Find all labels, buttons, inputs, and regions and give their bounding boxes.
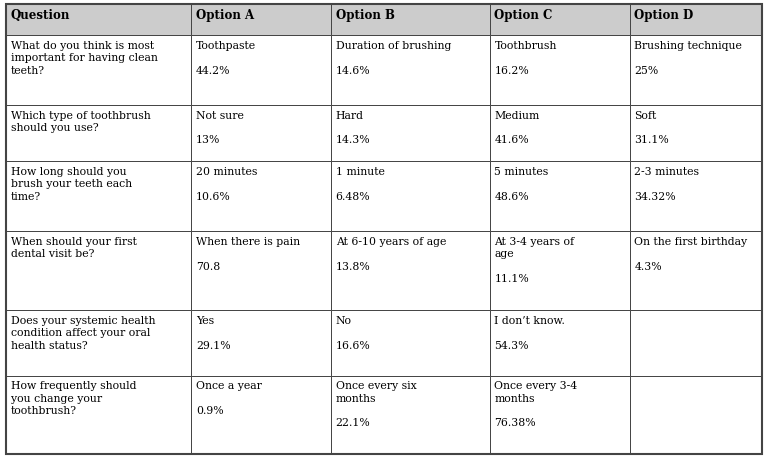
Text: On the first birthday

4.3%: On the first birthday 4.3%	[634, 236, 747, 271]
Text: How long should you
brush your teeth each
time?: How long should you brush your teeth eac…	[11, 167, 132, 202]
Text: At 3-4 years of
age

11.1%: At 3-4 years of age 11.1%	[495, 236, 574, 284]
Text: 5 minutes

48.6%: 5 minutes 48.6%	[495, 167, 548, 202]
Bar	[630, 5, 762, 36]
Bar	[6, 106, 191, 162]
Text: Question: Question	[11, 9, 70, 22]
Text: Duration of brushing

14.6%: Duration of brushing 14.6%	[336, 41, 451, 75]
Bar	[490, 36, 630, 106]
Bar	[191, 310, 331, 375]
Text: Toothpaste

44.2%: Toothpaste 44.2%	[196, 41, 256, 75]
Text: Option A: Option A	[196, 9, 254, 22]
Text: Soft

31.1%: Soft 31.1%	[634, 110, 669, 145]
Bar	[331, 162, 490, 232]
Bar	[191, 106, 331, 162]
Text: 1 minute

6.48%: 1 minute 6.48%	[336, 167, 385, 202]
Text: Brushing technique

25%: Brushing technique 25%	[634, 41, 742, 75]
Text: I don’t know.

54.3%: I don’t know. 54.3%	[495, 315, 565, 350]
Text: Yes

29.1%: Yes 29.1%	[196, 315, 230, 350]
Bar	[630, 36, 762, 106]
Bar	[191, 162, 331, 232]
Bar	[6, 232, 191, 310]
Bar	[6, 36, 191, 106]
Bar	[630, 232, 762, 310]
Text: No

16.6%: No 16.6%	[336, 315, 370, 350]
Text: Once a year

0.9%: Once a year 0.9%	[196, 380, 262, 415]
Bar	[331, 106, 490, 162]
Bar	[630, 310, 762, 375]
Text: Hard

14.3%: Hard 14.3%	[336, 110, 370, 145]
Text: Option C: Option C	[495, 9, 553, 22]
Bar	[490, 310, 630, 375]
Bar	[630, 375, 762, 454]
Bar	[191, 232, 331, 310]
Bar	[490, 162, 630, 232]
Text: What do you think is most
important for having clean
teeth?: What do you think is most important for …	[11, 41, 157, 75]
Bar	[331, 36, 490, 106]
Bar	[191, 375, 331, 454]
Text: Once every six
months

22.1%: Once every six months 22.1%	[336, 380, 416, 427]
Bar	[331, 232, 490, 310]
Text: Not sure

13%: Not sure 13%	[196, 110, 243, 145]
Bar	[6, 162, 191, 232]
Text: Toothbrush

16.2%: Toothbrush 16.2%	[495, 41, 557, 75]
Text: Option D: Option D	[634, 9, 694, 22]
Bar	[630, 162, 762, 232]
Text: At 6-10 years of age

13.8%: At 6-10 years of age 13.8%	[336, 236, 446, 271]
Text: 2-3 minutes

34.32%: 2-3 minutes 34.32%	[634, 167, 699, 202]
Bar	[6, 310, 191, 375]
Bar	[331, 375, 490, 454]
Text: When there is pain

70.8: When there is pain 70.8	[196, 236, 300, 271]
Bar	[331, 310, 490, 375]
Bar	[490, 375, 630, 454]
Bar	[6, 375, 191, 454]
Text: When should your first
dental visit be?: When should your first dental visit be?	[11, 236, 137, 259]
Text: Option B: Option B	[336, 9, 395, 22]
Bar	[331, 5, 490, 36]
Bar	[191, 36, 331, 106]
Text: Once every 3-4
months

76.38%: Once every 3-4 months 76.38%	[495, 380, 578, 427]
Text: 20 minutes

10.6%: 20 minutes 10.6%	[196, 167, 257, 202]
Text: Does your systemic health
condition affect your oral
health status?: Does your systemic health condition affe…	[11, 315, 155, 350]
Bar	[490, 106, 630, 162]
Bar	[6, 5, 191, 36]
Bar	[191, 5, 331, 36]
Text: Which type of toothbrush
should you use?: Which type of toothbrush should you use?	[11, 110, 151, 133]
Bar	[490, 5, 630, 36]
Bar	[630, 106, 762, 162]
Text: How frequently should
you change your
toothbrush?: How frequently should you change your to…	[11, 380, 136, 415]
Text: Medium

41.6%: Medium 41.6%	[495, 110, 540, 145]
Bar	[490, 232, 630, 310]
